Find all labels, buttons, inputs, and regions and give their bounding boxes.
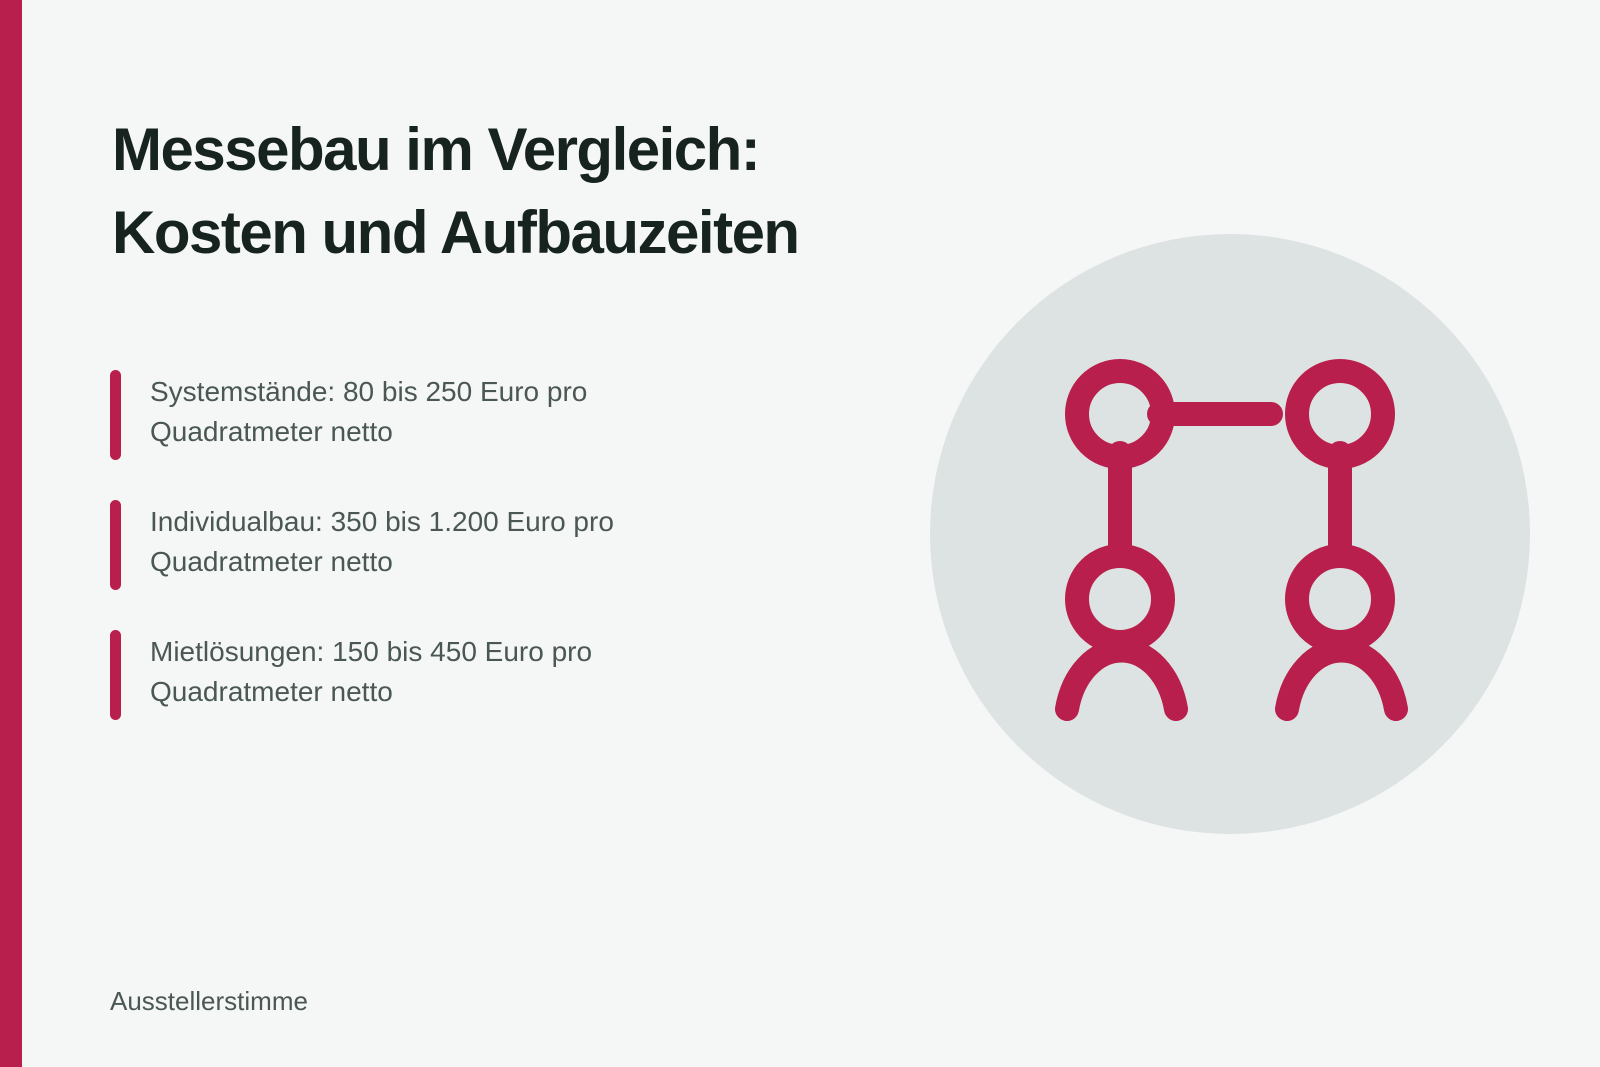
brand-footer: Ausstellerstimme	[110, 986, 308, 1016]
list-item-line-2: Quadratmeter netto	[150, 546, 393, 577]
list-item-marker	[110, 370, 121, 460]
list-item: Individualbau: 350 bis 1.200 Euro pro Qu…	[110, 500, 730, 590]
list-item-marker	[110, 630, 121, 720]
illustration-circle	[930, 234, 1530, 834]
list-item-text: Individualbau: 350 bis 1.200 Euro pro Qu…	[150, 502, 730, 582]
list-item-line-1: Individualbau: 350 bis 1.200 Euro pro	[150, 506, 614, 537]
list-item-marker	[110, 500, 121, 590]
title-line-2: Kosten und Aufbauzeiten	[112, 199, 800, 266]
list-item-line-1: Systemstände: 80 bis 250 Euro pro	[150, 376, 588, 407]
list-item: Systemstände: 80 bis 250 Euro pro Quadra…	[110, 370, 730, 460]
cost-list: Systemstände: 80 bis 250 Euro pro Quadra…	[110, 370, 730, 760]
connected-people-network-icon	[1055, 359, 1408, 721]
list-item-text: Systemstände: 80 bis 250 Euro pro Quadra…	[150, 372, 730, 452]
list-item: Mietlösungen: 150 bis 450 Euro pro Quadr…	[110, 630, 730, 720]
list-item-line-2: Quadratmeter netto	[150, 676, 393, 707]
accent-stripe	[0, 0, 22, 1067]
list-item-line-2: Quadratmeter netto	[150, 416, 393, 447]
list-item-line-1: Mietlösungen: 150 bis 450 Euro pro	[150, 636, 593, 667]
title-line-1: Messebau im Vergleich:	[112, 116, 761, 183]
list-item-text: Mietlösungen: 150 bis 450 Euro pro Quadr…	[150, 632, 730, 712]
page-title: Messebau im Vergleich: Kosten und Aufbau…	[112, 108, 872, 274]
